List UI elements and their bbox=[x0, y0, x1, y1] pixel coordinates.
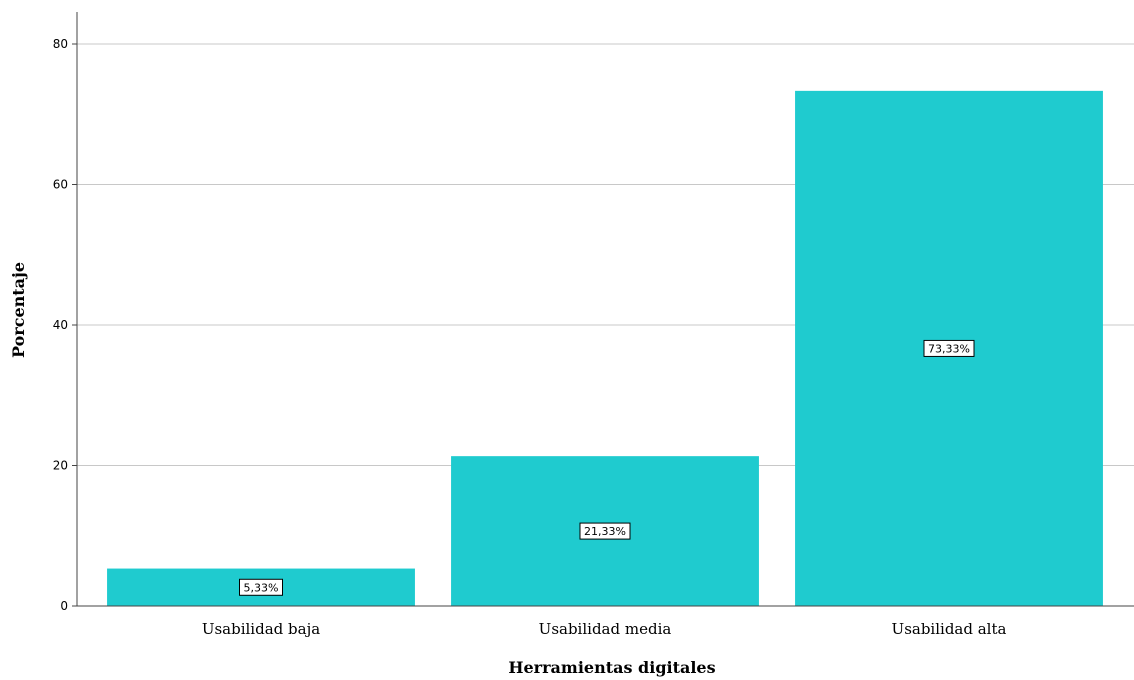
y-tick-label: 80 bbox=[53, 37, 68, 51]
y-tick-label: 20 bbox=[53, 459, 68, 473]
data-label: 73,33% bbox=[928, 342, 970, 355]
y-tick-labels: 0 20 40 60 80 bbox=[53, 37, 77, 613]
data-label-box bbox=[923, 339, 975, 357]
y-tick-label: 0 bbox=[60, 599, 68, 613]
data-label: 21,33% bbox=[584, 525, 626, 538]
data-labels: 5,33% 21,33% 73,33% bbox=[239, 339, 975, 596]
x-tick-labels: Usabilidad baja Usabilidad media Usabilida… bbox=[202, 620, 1007, 638]
x-tick-label: Usabilidad media bbox=[539, 620, 672, 638]
data-label-box bbox=[239, 578, 283, 596]
x-tick-label: Usabilidad baja bbox=[202, 620, 320, 638]
data-label-box bbox=[579, 522, 631, 540]
x-axis-title: Herramientas digitales bbox=[508, 658, 715, 677]
data-label: 5,33% bbox=[244, 581, 279, 594]
y-tick-label: 40 bbox=[53, 318, 68, 332]
x-tick-label: Usabilidad alta bbox=[892, 620, 1007, 638]
y-axis-title: Porcentaje bbox=[9, 262, 28, 358]
y-tick-label: 60 bbox=[53, 178, 68, 192]
